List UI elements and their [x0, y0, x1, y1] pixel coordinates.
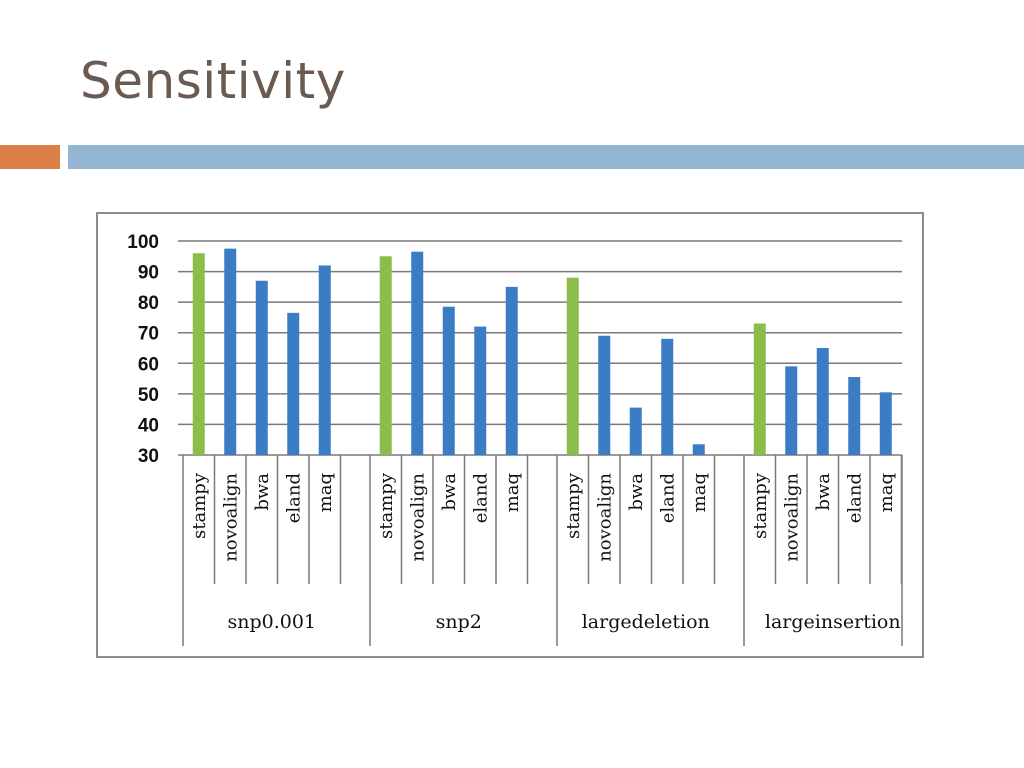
accent-bar-orange	[0, 145, 60, 169]
category-label: stampy	[376, 472, 397, 539]
bar-snp2-stampy	[379, 256, 392, 455]
category-label: maq	[315, 473, 336, 512]
bar-snp0.001-eland	[287, 312, 300, 455]
group-label: largeinsertion	[765, 611, 901, 633]
group-label: snp2	[436, 611, 482, 633]
bar-largedeletion-bwa	[629, 407, 642, 455]
y-tick-label: 90	[138, 263, 159, 284]
bar-snp2-maq	[505, 286, 518, 455]
bar-largeinsertion-stampy	[753, 323, 766, 455]
category-label: maq	[689, 473, 710, 512]
category-label: bwa	[626, 473, 647, 511]
bar-largeinsertion-novoalign	[785, 366, 798, 455]
sensitivity-bar-chart: 100 90 80 70 60 50 40 30 stampy novoalign bwa eland…	[127, 232, 903, 646]
category-label: novoalign	[781, 473, 802, 562]
bar-largeinsertion-maq	[879, 392, 892, 455]
y-tick-label: 50	[138, 385, 159, 406]
y-tick-label: 30	[138, 446, 159, 467]
bar-snp2-bwa	[442, 306, 455, 455]
category-label: bwa	[813, 473, 834, 511]
category-label: bwa	[439, 473, 460, 511]
category-label: novoalign	[594, 473, 615, 562]
accent-bar-blue	[68, 145, 1024, 169]
bar-snp0.001-novoalign	[224, 248, 237, 455]
bar-largeinsertion-eland	[848, 377, 861, 455]
bar-largedeletion-novoalign	[598, 335, 611, 455]
y-tick-label: 100	[127, 232, 159, 253]
y-tick-label: 40	[138, 415, 159, 436]
group-label: largedeletion	[582, 611, 710, 633]
chart-frame: 100 90 80 70 60 50 40 30 stampy novoalign bwa eland…	[96, 212, 924, 658]
category-label: novoalign	[407, 473, 428, 562]
category-label: eland	[844, 473, 865, 523]
y-tick-label: 60	[138, 354, 159, 375]
category-label: stampy	[563, 472, 584, 539]
category-label: bwa	[252, 473, 273, 511]
category-label: maq	[876, 473, 897, 512]
bar-snp2-eland	[474, 326, 487, 455]
bar-largedeletion-stampy	[566, 277, 579, 455]
group-label: snp0.001	[227, 611, 316, 633]
bar-largedeletion-eland	[661, 338, 674, 455]
bar-snp2-novoalign	[411, 251, 424, 455]
bar-snp0.001-stampy	[192, 253, 205, 455]
category-label: novoalign	[220, 473, 241, 562]
category-label: eland	[283, 473, 304, 523]
bar-largeinsertion-bwa	[816, 348, 829, 455]
bar-snp0.001-bwa	[255, 280, 268, 455]
category-label: eland	[657, 473, 678, 523]
bar-snp0.001-maq	[318, 265, 331, 455]
bar-largedeletion-maq	[692, 444, 705, 455]
slide-title: Sensitivity	[80, 52, 346, 110]
category-label: eland	[470, 473, 491, 523]
category-label: stampy	[750, 472, 771, 539]
category-label: maq	[502, 473, 523, 512]
y-tick-label: 80	[138, 293, 159, 314]
category-label: stampy	[189, 472, 210, 539]
y-tick-label: 70	[138, 324, 159, 345]
